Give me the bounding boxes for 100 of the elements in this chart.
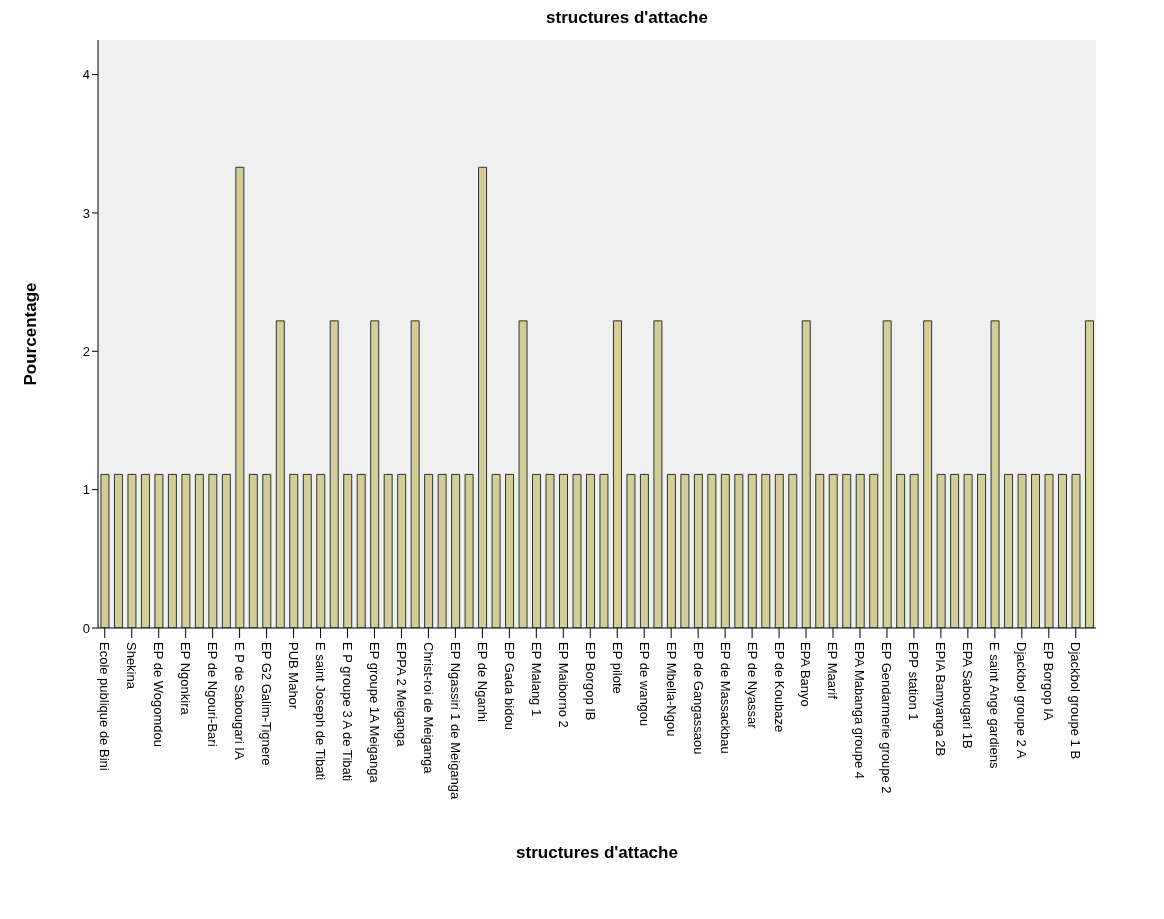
- bar: [1017, 473, 1027, 628]
- x-tick-label: E P de Sabougari IA: [232, 642, 248, 760]
- x-tick-label: Ecole publique de Bini: [97, 642, 113, 771]
- bar: [801, 320, 811, 628]
- bar: [626, 473, 636, 628]
- bar: [1031, 473, 1041, 628]
- x-tick-label: EP G2 Galim-Tignere: [259, 642, 275, 766]
- x-tick-label: E P groupe 3 A de Tibati: [339, 642, 355, 782]
- x-tick-label: EP Gada bidou: [501, 642, 517, 730]
- bar: [950, 473, 960, 628]
- bar: [909, 473, 919, 628]
- bar: [896, 473, 906, 628]
- x-tick-label: Shekina: [124, 642, 140, 690]
- bar: [559, 473, 569, 628]
- bar: [882, 320, 892, 628]
- x-tick-label: EP de Nyassar: [744, 642, 760, 730]
- x-tick-label: EPIA Bamyanga 2B: [933, 642, 949, 757]
- x-tick-label: EP Gendarmerie groupe 2: [879, 642, 895, 794]
- bar: [154, 473, 164, 628]
- y-tick-label: 4: [82, 67, 90, 83]
- x-tick-label: EPA Sabougari 1B: [960, 642, 976, 749]
- x-tick-label: Djackbol groupe 2 A: [1014, 642, 1030, 759]
- bar: [437, 473, 447, 628]
- bar: [262, 473, 272, 628]
- bar: [451, 473, 461, 628]
- y-tick-label: 0: [82, 620, 90, 636]
- bar: [747, 473, 757, 628]
- bar: [100, 473, 110, 628]
- y-tick-label: 1: [82, 482, 90, 498]
- bar: [478, 166, 488, 628]
- x-tick-label: EP pilote: [609, 642, 625, 694]
- bar: [167, 473, 177, 628]
- bar: [653, 320, 663, 628]
- x-tick-label: EPA Banyo: [798, 642, 814, 707]
- bar: [842, 473, 852, 628]
- bar: [356, 473, 366, 628]
- bar: [963, 473, 973, 628]
- bar: [828, 473, 838, 628]
- x-tick-label: EP de Nganhi: [474, 642, 490, 723]
- bar: [599, 473, 609, 628]
- x-tick-label: EPPA 2 Meiganga: [393, 642, 409, 748]
- bar: [491, 473, 501, 628]
- bar: [221, 473, 231, 628]
- bar: [693, 473, 703, 628]
- bar: [113, 473, 123, 628]
- x-tick-label: Christ-roi de Meiganga: [420, 642, 436, 775]
- bar: [855, 473, 865, 628]
- bar: [990, 320, 1000, 628]
- bar: [585, 473, 595, 628]
- x-tick-label: EPA Mabanga groupe 4: [852, 642, 868, 780]
- x-tick-label: EP Maiborno 2: [555, 642, 571, 728]
- bar: [666, 473, 676, 628]
- bar: [248, 473, 258, 628]
- x-tick-label: EP Borgop IA: [1041, 642, 1057, 721]
- bar: [1004, 473, 1014, 628]
- bar: [289, 473, 299, 628]
- bar: [181, 473, 191, 628]
- bar: [923, 320, 933, 628]
- x-tick-label: EP Malang 1: [528, 642, 544, 717]
- bar: [1084, 320, 1094, 628]
- bar: [235, 166, 245, 628]
- x-tick-label: EP Mbella-Ngou: [663, 642, 679, 737]
- bar: [774, 473, 784, 628]
- x-tick-label: EP de Massackbau: [717, 642, 733, 754]
- x-tick-label: PUB Mahor: [286, 642, 301, 710]
- bar: [612, 320, 622, 628]
- x-tick-label: EPP station 1: [906, 642, 922, 721]
- bar: [788, 473, 798, 628]
- bar: [397, 473, 407, 628]
- x-tick-label: E saint Ange gardiens: [987, 642, 1003, 769]
- bar: [1071, 473, 1081, 628]
- bar: [208, 473, 218, 628]
- bar: [707, 473, 717, 628]
- y-axis-title: Pourcentage: [21, 282, 41, 386]
- x-tick-label: EP de Ngouri-Bari: [205, 642, 221, 747]
- x-tick-label: EP de wangou: [636, 642, 652, 727]
- bar: [140, 473, 150, 628]
- bar: [464, 473, 474, 628]
- bar: [977, 473, 987, 628]
- bar: [275, 320, 285, 628]
- chart-title: structures d'attache: [545, 8, 709, 28]
- bar: [329, 320, 339, 628]
- bar: [869, 473, 879, 628]
- x-tick-label: EP groupe 1A Meiganga: [366, 642, 382, 784]
- bar: [761, 473, 771, 628]
- x-tick-label: E saint Joseph de Tibati: [312, 642, 328, 781]
- bar: [1058, 473, 1068, 628]
- bar: [302, 473, 312, 628]
- x-tick-label: EP Maarif: [825, 642, 841, 700]
- x-tick-label: EP Ngassiri 1 de Meiganga: [447, 642, 463, 801]
- x-tick-label: EP de Gangassaou: [690, 642, 706, 755]
- bar: [734, 473, 744, 628]
- bar: [410, 320, 420, 628]
- bar: [680, 473, 690, 628]
- bar: [194, 473, 204, 628]
- bar: [532, 473, 542, 628]
- bar: [505, 473, 515, 628]
- bar: [424, 473, 434, 628]
- bar: [383, 473, 393, 628]
- bar: [1044, 473, 1054, 628]
